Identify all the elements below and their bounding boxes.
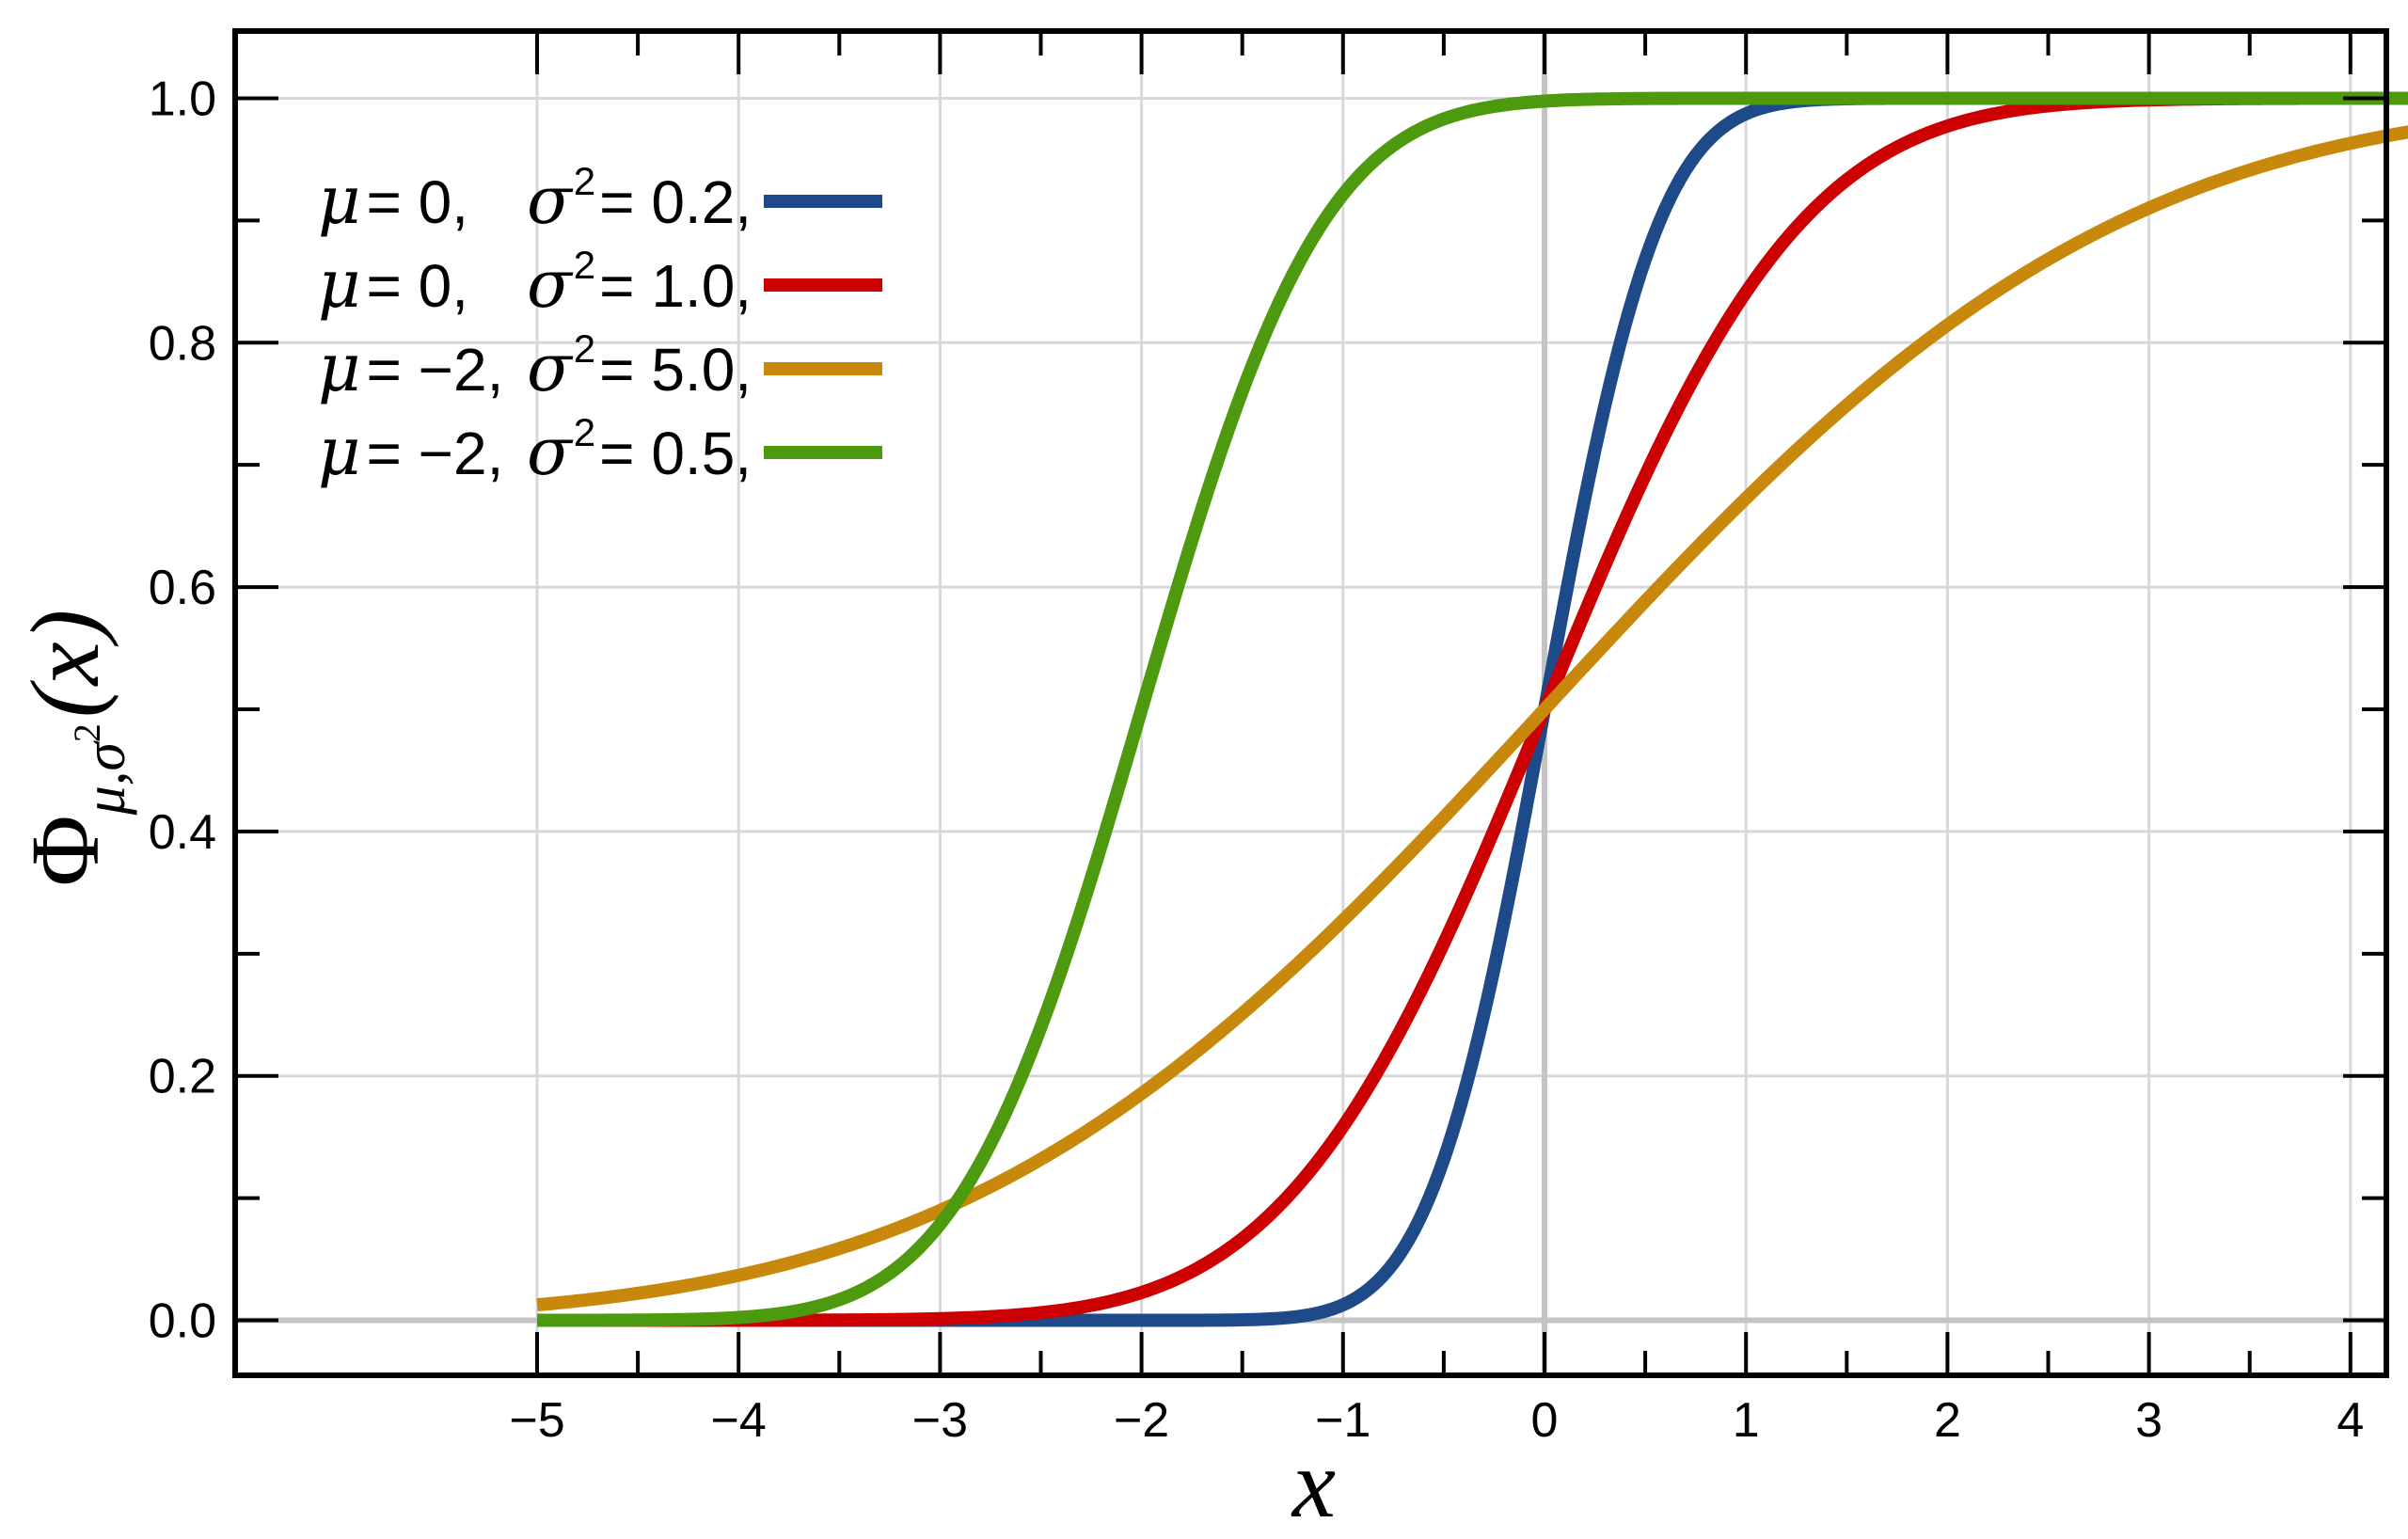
x-tick-label: 3	[2135, 1393, 2162, 1448]
x-tick-label: −4	[711, 1393, 767, 1448]
series-line-3	[535, 125, 2408, 1312]
legend-sigma-label: σ2= 0.2,	[527, 159, 752, 239]
x-tick-label: −5	[509, 1393, 564, 1448]
axis-ticks	[235, 31, 2386, 1375]
y-axis-title-main: Φ	[11, 815, 119, 886]
y-axis-title-argument: (x)	[11, 610, 119, 718]
x-tick-label: 2	[1934, 1393, 1961, 1448]
x-tick-label: 1	[1733, 1393, 1760, 1448]
series-curves	[535, 91, 2408, 1327]
legend-sigma-label: σ2= 0.5,	[527, 410, 752, 490]
legend-sigma-label: σ2= 5.0,	[527, 326, 752, 406]
legend-entry-4: μ= −2, σ2= 0.5,	[318, 410, 882, 490]
legend-mu-label: μ= 0,	[318, 162, 468, 239]
x-tick-label: −3	[912, 1393, 968, 1448]
y-tick-labels: 0.0 0.2 0.4 0.6 0.8 1.0	[149, 71, 216, 1348]
legend-sigma-label: σ2= 1.0,	[527, 243, 752, 323]
legend-entry-1: μ= 0, σ2= 0.2,	[318, 159, 882, 239]
legend-entry-2: μ= 0, σ2= 1.0,	[318, 243, 882, 323]
y-tick-label: 1.0	[149, 71, 216, 126]
series-line-4	[535, 91, 2408, 1327]
x-tick-label: 4	[2337, 1393, 2364, 1448]
y-axis-title: Φμ,σ2 (x)	[11, 610, 137, 887]
svg-text:Φμ,σ2(x): Φμ,σ2 (x)	[11, 610, 137, 887]
y-tick-label: 0.0	[149, 1294, 216, 1349]
plot-frame	[232, 28, 2389, 1378]
x-axis-title: x	[1291, 1430, 1336, 1538]
y-tick-label: 0.4	[149, 805, 216, 860]
y-tick-label: 0.6	[149, 561, 216, 615]
legend: μ= 0, σ2= 0.2, μ= 0, σ2= 1.0, μ= −2, σ2= 5.0,…	[318, 159, 882, 490]
legend-mu-label: μ= −2,	[318, 329, 503, 406]
legend-mu-label: μ= −2,	[318, 413, 503, 490]
x-tick-labels: −5−4−3−2−1012345	[509, 1393, 2364, 1448]
x-tick-label: −2	[1114, 1393, 1169, 1448]
legend-mu-label: μ= 0,	[318, 246, 468, 323]
x-tick-label: −1	[1315, 1393, 1370, 1448]
y-axis-title-subscript: μ,σ	[73, 740, 137, 817]
x-tick-label: 0	[1531, 1393, 1559, 1448]
y-tick-label: 0.8	[149, 316, 216, 371]
y-tick-label: 0.2	[149, 1050, 216, 1104]
y-axis-title-subscript-exponent: 2	[66, 723, 108, 742]
legend-entry-3: μ= −2, σ2= 5.0,	[318, 326, 882, 406]
